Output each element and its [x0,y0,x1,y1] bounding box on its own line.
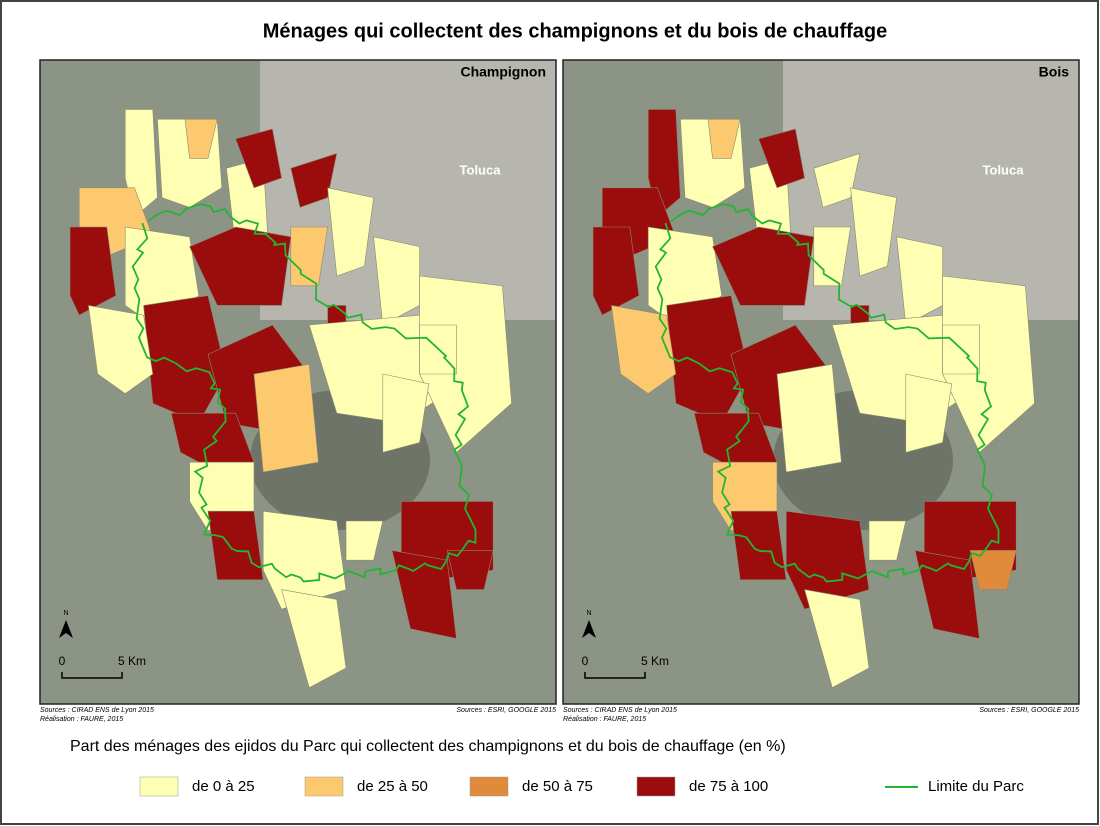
scale-bar [584,672,646,679]
ejido [207,510,264,581]
city-label: Toluca [983,162,1025,177]
ejido [235,128,282,189]
north-arrow [582,620,596,638]
ejido [391,550,457,639]
source-text: Sources : ESRI, GOOGLE 2015 [456,707,556,714]
source-text: Réalisation : FAURE, 2015 [563,716,646,723]
ejido [143,295,227,424]
title: Ménages qui collectent des champignons e… [263,20,888,42]
ejido [327,187,374,277]
map-border [562,59,1080,705]
scale-start: 0 [59,654,66,668]
ejido [707,118,741,159]
map-panel: Champignon Toluca N 0 5 Km [39,59,557,705]
legend-swatch [469,776,509,797]
ejido [666,295,750,424]
legend-swatch [304,776,344,797]
ejido [813,153,861,208]
ejido [290,153,338,208]
scale-start: 0 [582,654,589,668]
map-panel: Bois Toluca N 0 5 Km [562,59,1080,705]
park-boundary [654,203,1000,583]
ejido [69,226,117,316]
legend-label: de 50 à 75 [522,778,593,795]
scale-bar [61,672,123,679]
map-label: Champignon [460,64,546,80]
ejido [189,226,292,306]
ejido [382,373,430,453]
ejido [730,510,787,581]
city-label: Toluca [460,162,502,177]
ejido [592,226,640,316]
north-label: N [586,610,591,617]
ejido [446,550,494,590]
ejido [850,187,897,277]
map-border [39,59,557,705]
legend-title: Part des ménages des ejidos du Parc qui … [70,738,786,755]
legend-label: de 75 à 100 [689,778,768,795]
ejido [914,550,980,639]
ejido [776,363,842,473]
ejido [804,589,870,689]
ejido [253,363,319,473]
source-text: Sources : CIRAD ENS de Lyon 2015 [563,707,677,714]
ejido [184,118,218,159]
ejido [868,520,907,561]
north-label: N [63,610,68,617]
legend-swatch [636,776,676,797]
scale-end: 5 Km [118,654,146,668]
ejido [712,226,815,306]
source-text: Sources : CIRAD ENS de Lyon 2015 [40,707,154,714]
legend-label: de 25 à 50 [357,778,428,795]
ejido [758,128,805,189]
legend-label: Limite du Parc [928,778,1024,795]
north-arrow [59,620,73,638]
ejido [345,520,384,561]
park-boundary [131,203,477,583]
ejido [281,589,347,689]
source-text: Réalisation : FAURE, 2015 [40,716,123,723]
ejido [969,550,1017,590]
legend-label: de 0 à 25 [192,778,255,795]
map-label: Bois [1039,64,1070,80]
source-text: Sources : ESRI, GOOGLE 2015 [979,707,1079,714]
ejido [611,305,677,394]
ejido [905,373,953,453]
scale-end: 5 Km [641,654,669,668]
legend-swatch [139,776,179,797]
ejido [88,305,154,394]
